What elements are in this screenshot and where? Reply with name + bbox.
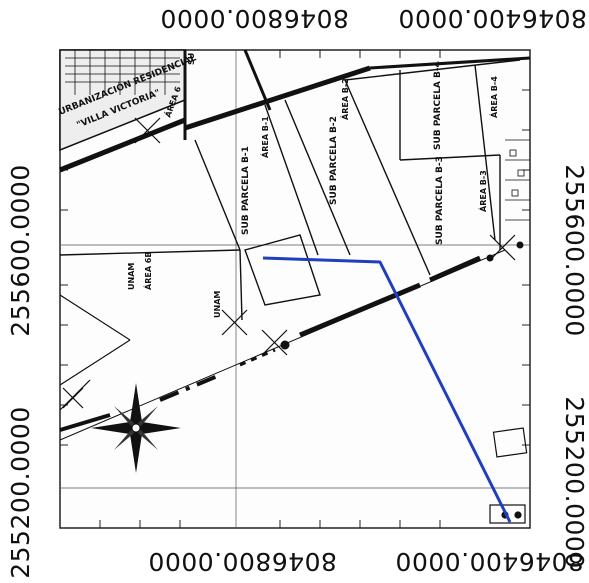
label-sub-parcela-b2: SUB PARCELA B-2 [329, 116, 339, 205]
label-sub-parcela-b3: SUB PARCELA B-3 [435, 156, 445, 245]
road-lines [59, 49, 531, 173]
label-unam-1: UNAM [127, 263, 136, 290]
label-sub-parcela-b4: SUB PARCELA B-4 [433, 61, 443, 150]
label-area-b2: ÁREA B-2 [339, 78, 350, 120]
right-lots [505, 139, 530, 221]
survey-marks [62, 117, 516, 409]
bottom-right-structures [489, 427, 528, 524]
main-road [59, 241, 524, 441]
compass-rose-icon [91, 383, 181, 473]
label-unam-2: UNAM [213, 291, 222, 318]
residential-block [59, 49, 186, 152]
route-line [262, 256, 512, 523]
inner-parcel [244, 234, 321, 306]
label-sub-parcela-b1: SUB PARCELA B-1 [241, 146, 251, 235]
label-su: SU [187, 53, 196, 65]
frame-ticks [60, 50, 530, 528]
label-area-b3: ÁREA B-3 [477, 170, 488, 212]
label-area-6b: ÁREA 6B [142, 252, 153, 290]
parcel-boundaries [59, 59, 521, 321]
label-area-b1: ÁREA B-1 [259, 116, 270, 158]
label-area-b4: ÁREA B-4 [488, 76, 499, 118]
lower-left-lines [59, 294, 131, 411]
